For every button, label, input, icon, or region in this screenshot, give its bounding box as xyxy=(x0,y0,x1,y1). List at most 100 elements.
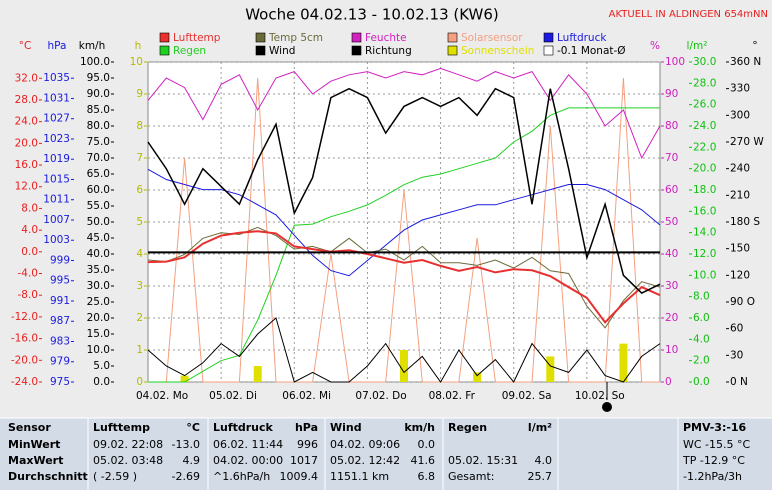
y-tick-label: 4.0 xyxy=(21,224,38,236)
table-cell: 05.02. 03:48 xyxy=(93,454,163,467)
y-tick-label: 983 xyxy=(50,335,70,347)
table-header: l/m² xyxy=(528,421,552,434)
y-tick-label: 2.0 xyxy=(693,355,710,367)
chart-title: Woche 04.02.13 - 10.02.13 (KW6) xyxy=(245,6,499,24)
y-tick-label: 8 xyxy=(136,120,143,132)
y-tick-label: 25.0 xyxy=(87,296,110,308)
y-tick-label: 100.0 xyxy=(80,56,110,68)
table-bg xyxy=(0,418,772,490)
axis-title: % xyxy=(650,40,660,52)
table-header: PMV-3:-16 xyxy=(683,421,747,434)
y-tick-label: 90 xyxy=(665,88,678,100)
y-tick-label: 32.0 xyxy=(15,72,38,84)
y-tick-label: 3 xyxy=(136,280,143,292)
y-tick-label: 2 xyxy=(136,312,143,324)
y-tick-label: 16.0 xyxy=(15,159,38,171)
legend-label: Sonnenschein xyxy=(461,45,534,57)
subtitle: AKTUELL IN ALDINGEN 654mNN xyxy=(609,9,768,20)
y-tick-label: 50.0 xyxy=(87,216,110,228)
y-tick-label: 40 xyxy=(665,248,678,260)
legend-label: Richtung xyxy=(365,45,412,57)
y-tick-label: 180 S xyxy=(730,216,760,228)
y-tick-label: 90.0 xyxy=(87,88,110,100)
y-tick-label: 90 O xyxy=(730,296,755,308)
legend-swatch xyxy=(447,45,458,56)
axis-title: l/m² xyxy=(687,40,708,52)
y-tick-label: 1015 xyxy=(43,173,70,185)
bar xyxy=(400,350,408,382)
x-tick-label: 10.02. So xyxy=(575,390,625,402)
y-tick-label: 18.0 xyxy=(693,184,716,196)
table-cell: 05.02. 15:31 xyxy=(448,454,518,467)
axis-title: °C xyxy=(19,40,32,52)
y-tick-label: -24.0 xyxy=(11,376,38,388)
y-tick-label: 330 xyxy=(730,83,750,95)
y-tick-label: 5 xyxy=(136,216,143,228)
table-header: Sensor xyxy=(8,421,51,434)
y-tick-label: 40.0 xyxy=(87,248,110,260)
y-tick-label: 150 xyxy=(730,243,750,255)
axis-title: hPa xyxy=(48,40,67,52)
table-cell: ^1.6hPa/h xyxy=(213,470,270,483)
table-cell: Gesamt: xyxy=(448,470,495,483)
axis-title: ° xyxy=(752,40,757,52)
table-header: Luftdruck xyxy=(213,421,274,434)
x-tick-label: 07.02. Do xyxy=(355,390,406,402)
table-cell: 0.0 xyxy=(418,438,436,451)
table-cell: -13.0 xyxy=(172,438,200,451)
y-tick-label: 120 xyxy=(730,269,750,281)
y-tick-label: 12.0 xyxy=(15,181,38,193)
legend-swatch xyxy=(351,32,362,43)
y-tick-label: 1027 xyxy=(43,113,70,125)
y-tick-label: 0 N xyxy=(730,376,748,388)
y-tick-label: 360 N xyxy=(730,56,761,68)
y-tick-label: 4 xyxy=(136,248,143,260)
legend-label: Wind xyxy=(269,45,295,57)
y-tick-label: 30 xyxy=(665,280,678,292)
y-tick-label: 1003 xyxy=(43,234,70,246)
y-tick-label: 70 xyxy=(665,152,678,164)
y-tick-label: 14.0 xyxy=(693,227,716,239)
bar xyxy=(546,356,555,382)
series-line xyxy=(148,77,660,383)
y-tick-label: 10.0 xyxy=(693,269,716,281)
legend-swatch xyxy=(159,45,170,56)
x-tick-label: 09.02. Sa xyxy=(502,390,552,402)
y-tick-label: 10.0 xyxy=(87,344,110,356)
y-tick-label: 28.0 xyxy=(693,77,716,89)
legend-label: Solarsensor xyxy=(461,32,523,44)
y-tick-label: 12.0 xyxy=(693,248,716,260)
legend-swatch xyxy=(159,32,170,43)
y-tick-label: 65.0 xyxy=(87,168,110,180)
table-cell: 06.02. 11:44 xyxy=(213,438,283,451)
y-tick-label: -8.0 xyxy=(18,289,39,301)
x-tick-label: 04.02. Mo xyxy=(136,390,188,402)
series-line xyxy=(147,67,661,160)
y-tick-label: 30.0 xyxy=(693,56,716,68)
y-tick-label: 30 xyxy=(730,349,743,361)
series-line xyxy=(147,317,661,383)
y-tick-label: 987 xyxy=(50,315,70,327)
legend-swatch xyxy=(255,45,266,56)
y-tick-label: 20.0 xyxy=(693,163,716,175)
y-tick-label: 80 xyxy=(665,120,678,132)
table-cell: MinWert xyxy=(8,438,60,451)
y-tick-label: 995 xyxy=(50,275,70,287)
table-cell: 09.02. 22:08 xyxy=(93,438,163,451)
y-tick-label: -12.0 xyxy=(11,311,38,323)
y-tick-label: 26.0 xyxy=(693,99,716,111)
table-header: hPa xyxy=(295,421,318,434)
table-cell: 1009.4 xyxy=(280,470,319,483)
y-tick-label: 10 xyxy=(130,56,143,68)
legend-swatch xyxy=(447,32,458,43)
legend-label: Feuchte xyxy=(365,32,407,44)
y-tick-label: 95.0 xyxy=(87,72,110,84)
y-tick-label: -4.0 xyxy=(18,268,39,280)
y-tick-label: 270 W xyxy=(730,136,764,148)
table-cell: 996 xyxy=(297,438,318,451)
y-tick-label: 0.0 xyxy=(693,376,710,388)
series-line xyxy=(147,87,661,295)
table-cell: 05.02. 12:42 xyxy=(330,454,400,467)
table-cell: -2.69 xyxy=(172,470,200,483)
